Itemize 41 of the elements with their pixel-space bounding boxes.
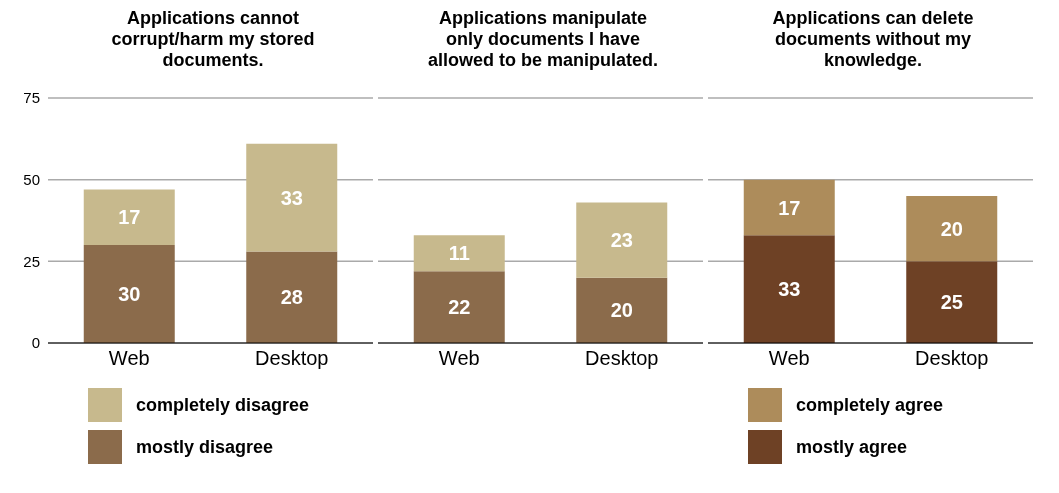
bar <box>576 277 668 343</box>
x-tick-label: Web <box>438 347 480 370</box>
legend-label: completely agree <box>796 394 944 416</box>
data-label: 11 <box>448 242 470 265</box>
data-label: 25 <box>940 291 963 314</box>
data-label: 20 <box>610 299 633 322</box>
bar <box>743 179 835 236</box>
chart-title: Applications cannot corrupt/harm my stored documents. <box>110 8 316 71</box>
y-tick-label: 25 <box>23 252 40 270</box>
bar <box>413 235 505 272</box>
data-label: 17 <box>778 196 801 219</box>
bar <box>413 271 505 343</box>
y-tick-label: 50 <box>23 170 40 188</box>
legend-label: mostly disagree <box>136 436 274 458</box>
chart-title: Applications manipulate only documents I have allowed to be manipulated. <box>427 8 659 71</box>
data-label: 22 <box>448 296 471 319</box>
data-label: 33 <box>778 278 801 301</box>
y-tick-label: 75 <box>23 89 40 107</box>
x-tick-label: Web <box>108 347 150 370</box>
data-label: 30 <box>118 283 141 306</box>
x-tick-label: Web <box>768 347 810 370</box>
data-label: 17 <box>118 206 141 229</box>
bar <box>83 245 175 343</box>
bar <box>246 143 338 252</box>
x-tick-label: Desktop <box>255 347 329 370</box>
bar <box>906 196 998 262</box>
x-tick-label: Desktop <box>915 347 989 370</box>
bar <box>743 235 835 343</box>
legend-label: completely disagree <box>136 394 310 416</box>
bar <box>576 202 668 278</box>
bar <box>246 251 338 343</box>
x-tick-label: Desktop <box>585 347 659 370</box>
chart-title: Applications can delete documents without my knowledge. <box>771 8 975 71</box>
data-label: 20 <box>940 217 963 240</box>
y-tick-label: 0 <box>31 334 40 352</box>
bar <box>83 189 175 245</box>
data-label: 23 <box>610 229 633 252</box>
data-label: 33 <box>280 186 303 209</box>
bar <box>906 261 998 343</box>
legend-label: mostly agree <box>796 436 908 458</box>
data-label: 28 <box>280 286 303 309</box>
